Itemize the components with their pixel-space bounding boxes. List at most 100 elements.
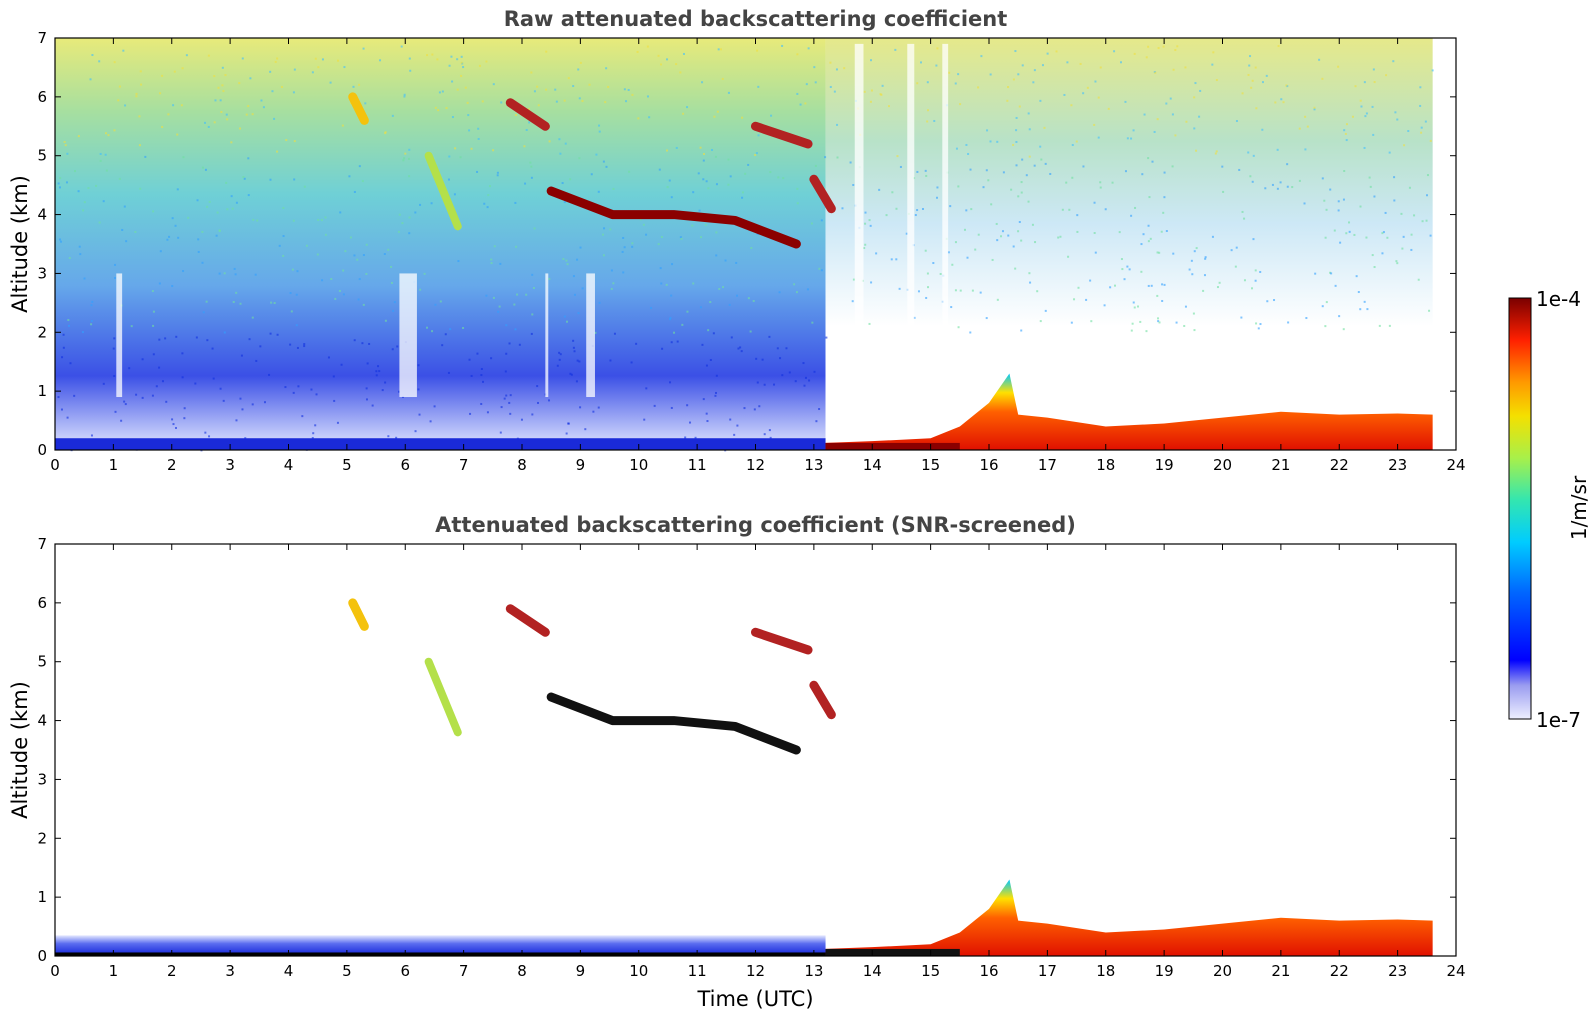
noise-dot [932,262,935,265]
noise-dot [1171,113,1174,116]
noise-dot [1410,248,1413,251]
noise-dot [610,287,613,290]
noise-dot [247,194,250,197]
noise-dot [1094,80,1097,83]
noise-dot [289,343,292,346]
noise-dot [1162,211,1165,214]
noise-dot [1212,51,1215,54]
noise-dot [1251,180,1254,183]
noise-dot [1071,143,1074,146]
noise-dot [1015,164,1018,167]
noise-dot [1421,220,1424,223]
noise-dot [256,219,259,222]
noise-dot [201,166,204,169]
noise-dot [996,298,999,301]
noise-dot [836,156,839,159]
noise-dot [252,218,255,221]
noise-dot [292,391,295,394]
noise-dot [578,97,581,100]
x-tick-label: 13 [804,962,823,980]
noise-dot [395,436,398,439]
noise-dot [863,90,866,93]
noise-dot [1157,320,1160,323]
noise-dot [362,303,365,306]
noise-dot [417,388,420,391]
noise-dot [1373,81,1376,84]
noise-dot [330,278,333,281]
x-tick-label: 16 [979,962,998,980]
noise-dot [1359,308,1362,311]
y-tick-label: 2 [37,829,47,847]
noise-dot [657,54,660,57]
noise-dot [1028,155,1031,158]
noise-dot [625,100,628,103]
noise-dot [1271,183,1274,186]
noise-dot [220,111,223,114]
noise-dot [715,374,718,377]
x-tick-label: 1 [109,456,119,474]
noise-dot [159,250,162,253]
noise-dot [90,319,93,322]
cloud-layer [809,680,836,720]
noise-dot [1425,219,1428,222]
noise-dot [113,61,116,64]
noise-dot [579,61,582,64]
noise-dot [1039,320,1042,323]
noise-dot [657,243,660,246]
noise-dot [721,77,724,80]
noise-dot [1365,112,1368,115]
x-tick-label: 8 [517,962,527,980]
noise-dot [864,211,867,214]
x-tick-label: 8 [517,456,527,474]
noise-dot [528,121,531,124]
noise-dot [194,382,197,385]
noise-dot [627,88,630,91]
noise-dot [1149,237,1152,240]
noise-dot [1255,322,1258,325]
colorbar-gradient [1508,297,1532,720]
x-tick-label: 16 [979,456,998,474]
noise-dot [1063,93,1066,96]
noise-dot [1123,278,1126,281]
noise-dot [648,116,651,119]
signal-gap [399,273,417,398]
x-tick-label: 22 [1330,962,1349,980]
noise-dot [1099,66,1102,69]
noise-dot [202,311,205,314]
noise-dot [757,85,760,88]
noise-dot [1298,127,1301,130]
noise-dot [301,415,304,418]
noise-dot [733,433,736,436]
noise-dot [1222,190,1225,193]
noise-dot [104,132,107,135]
noise-dot [670,406,673,409]
noise-dot [1147,45,1150,48]
noise-dot [653,404,656,407]
noise-dot [969,168,972,171]
noise-dot [1147,224,1150,227]
noise-dot [1163,196,1166,199]
noise-dot [1215,150,1218,153]
noise-dot [342,269,345,272]
x-tick-label: 21 [1271,962,1290,980]
noise-dot [592,410,595,413]
noise-dot [530,176,533,179]
noise-dot [1313,108,1316,111]
noise-dot [393,301,396,304]
noise-dot [864,222,867,225]
noise-dot [808,379,811,382]
noise-dot [1130,137,1133,140]
noise-dot [715,231,718,234]
noise-dot [1282,101,1285,104]
signal-gap [586,273,595,398]
noise-dot [743,407,746,410]
noise-dot [206,205,209,208]
noise-dot [135,393,138,396]
y-tick-label: 2 [37,323,47,341]
noise-dot [1012,78,1015,81]
noise-background-right [825,38,1433,450]
noise-dot [1235,246,1238,249]
noise-dot [225,181,228,184]
noise-dot [1188,268,1191,271]
noise-dot [58,238,61,241]
